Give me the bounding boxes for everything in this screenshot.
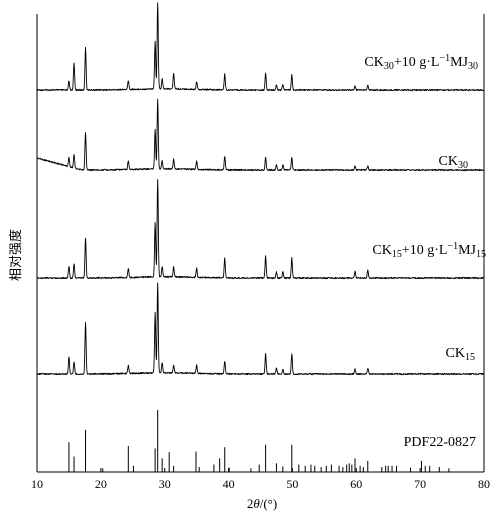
series-label-part: 15: [476, 249, 486, 260]
x-tick-label: 70: [414, 477, 426, 491]
series-label-part: −1: [439, 53, 450, 64]
x-axis-label-theta: θ: [253, 496, 260, 511]
x-tick-label: 30: [159, 477, 171, 491]
reference-label: PDF22-0827: [404, 435, 476, 450]
series-trace-3: [37, 282, 484, 376]
series-label-3: CK15​: [446, 346, 475, 363]
x-ticks-group: 10 20 30 40 50 60 70 80: [31, 468, 490, 491]
series-label-1: CK30​: [439, 154, 468, 171]
series-label-0: CK30​+10 g·L−1​MJ30​: [364, 53, 478, 72]
series-label-part: CK: [364, 55, 383, 70]
series-trace-2: [37, 179, 485, 280]
series-label-part: +10 g·L: [394, 55, 440, 70]
series-label-part: 15: [465, 352, 475, 363]
x-tick-label: 40: [223, 477, 235, 491]
x-tick-label: 50: [286, 477, 298, 491]
series-labels-group: CK30​+10 g·L−1​MJ30​ CK30​ CK15​+10 g·L−1​…: [364, 53, 486, 450]
series-label-part: +10 g·L: [402, 243, 448, 258]
series-trace-0: [36, 2, 485, 92]
x-axis-label-unit: /(°): [260, 496, 277, 511]
reference-lines-group: [68, 410, 450, 472]
x-tick-label: 80: [478, 477, 490, 491]
x-axis-label: 2θ/(°): [247, 496, 277, 511]
series-label-part: MJ: [450, 55, 468, 70]
x-tick-label: 10: [31, 477, 43, 491]
series-label-part: MJ: [458, 243, 476, 258]
series-label-part: 30: [468, 61, 478, 72]
series-label-part: 30: [384, 61, 394, 72]
y-axis-label: 相对强度: [8, 229, 24, 281]
series-trace-1: [36, 98, 485, 172]
series-label-2: CK15​+10 g·L−1​MJ15​: [372, 241, 486, 260]
series-label-part: 30: [458, 160, 468, 171]
traces-group: [36, 2, 485, 376]
series-label-part: CK: [372, 243, 391, 258]
x-tick-label: 20: [95, 477, 107, 491]
series-label-part: −1: [447, 241, 458, 252]
series-label-part: CK: [439, 154, 458, 169]
series-label-part: 15: [392, 249, 402, 260]
x-tick-label: 60: [350, 477, 362, 491]
x-axis-label-prefix: 2: [247, 496, 254, 511]
series-label-part: CK: [446, 346, 465, 361]
